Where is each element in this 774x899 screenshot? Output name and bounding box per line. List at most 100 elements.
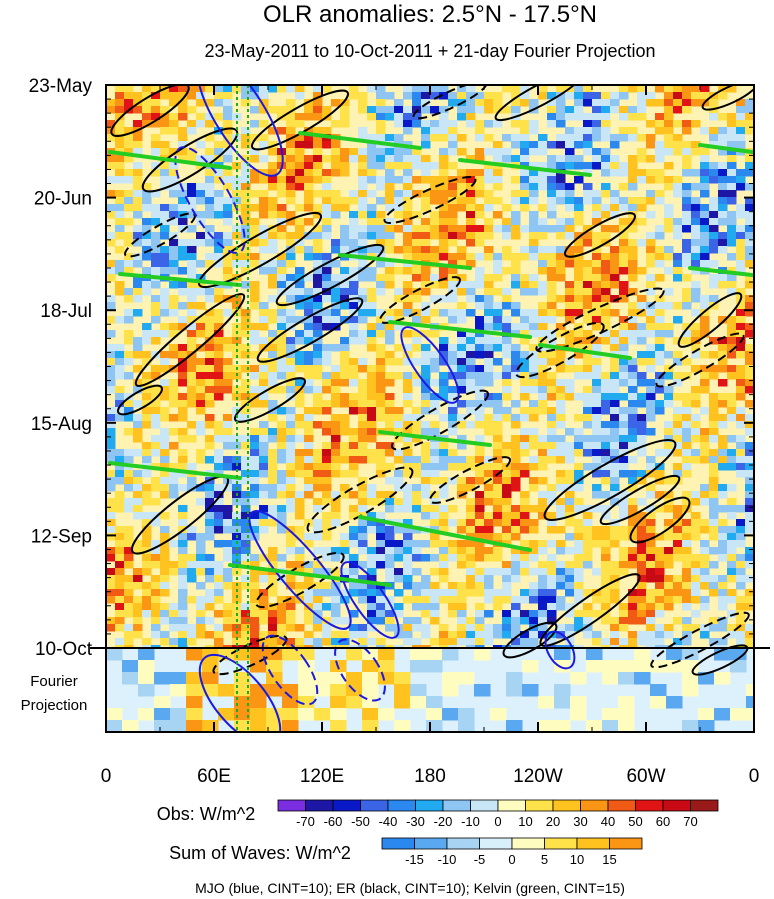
obs-cell: [115, 120, 125, 128]
obs-cell: [313, 267, 323, 275]
obs-cell: [592, 134, 602, 142]
obs-cell: [205, 344, 215, 352]
obs-cell: [466, 211, 476, 219]
obs-cell: [286, 141, 296, 149]
obs-cell: [412, 120, 422, 128]
obs-cell: [583, 407, 593, 415]
obs-cell: [448, 414, 458, 422]
obs-cell: [736, 456, 746, 464]
obs-cell: [223, 246, 233, 254]
projection-cell: [138, 648, 155, 661]
obs-cell: [727, 344, 737, 352]
obs-cell: [205, 365, 215, 373]
obs-cell: [340, 358, 350, 366]
obs-cell: [358, 106, 368, 114]
obs-cell: [286, 239, 296, 247]
obs-cell: [448, 540, 458, 548]
obs-cell: [700, 456, 710, 464]
obs-cell: [529, 232, 539, 240]
obs-cell: [223, 344, 233, 352]
obs-cell: [646, 344, 656, 352]
obs-cell: [403, 638, 413, 646]
obs-cell: [610, 442, 620, 450]
obs-cell: [313, 449, 323, 457]
obs-cell: [493, 288, 503, 296]
obs-cell: [223, 554, 233, 562]
obs-cell: [223, 512, 233, 520]
projection-cell: [186, 648, 203, 661]
obs-cell: [421, 351, 431, 359]
obs-cell: [421, 253, 431, 261]
obs-cell: [295, 421, 305, 429]
obs-cell: [682, 246, 692, 254]
obs-cell: [196, 197, 206, 205]
obs-cell: [664, 554, 674, 562]
obs-cell: [322, 351, 332, 359]
obs-cell: [385, 169, 395, 177]
obs-cell: [241, 309, 251, 317]
obs-cell: [439, 386, 449, 394]
obs-cell: [556, 106, 566, 114]
obs-cell: [655, 638, 665, 646]
obs-cell: [142, 393, 152, 401]
obs-cell: [484, 547, 494, 555]
obs-cell: [601, 617, 611, 625]
obs-cell: [610, 134, 620, 142]
obs-cell: [277, 491, 287, 499]
obs-cell: [367, 582, 377, 590]
obs-cell: [448, 218, 458, 226]
projection-cell: [602, 708, 619, 721]
obs-cell: [196, 582, 206, 590]
y-tick-label: 15-Aug: [31, 414, 92, 435]
obs-cell: [133, 582, 143, 590]
obs-cell: [484, 519, 494, 527]
obs-cell: [484, 372, 494, 380]
obs-cell: [592, 407, 602, 415]
obs-cell: [241, 281, 251, 289]
obs-cell: [745, 484, 754, 492]
obs-cell: [187, 568, 197, 576]
obs-cell: [214, 568, 224, 576]
obs-cell: [259, 204, 269, 212]
obs-cell: [259, 372, 269, 380]
obs-cell: [493, 155, 503, 163]
obs-cell: [295, 379, 305, 387]
obs-cell: [196, 624, 206, 632]
obs-cell: [601, 575, 611, 583]
obs-cell: [466, 239, 476, 247]
obs-cell: [259, 99, 269, 107]
obs-cell: [700, 260, 710, 268]
obs-cell: [745, 400, 754, 408]
obs-cell: [655, 568, 665, 576]
obs-cell: [718, 281, 728, 289]
obs-cell: [664, 449, 674, 457]
obs-cell: [124, 204, 134, 212]
obs-cell: [448, 288, 458, 296]
obs-cell: [736, 232, 746, 240]
contour-ellipse: [564, 212, 636, 258]
obs-cell: [709, 589, 719, 597]
obs-cell: [628, 421, 638, 429]
obs-cell: [403, 211, 413, 219]
obs-cell: [349, 155, 359, 163]
obs-cell: [691, 239, 701, 247]
obs-cell: [511, 449, 521, 457]
obs-cell: [403, 358, 413, 366]
obs-cell: [448, 344, 458, 352]
obs-cell: [394, 470, 404, 478]
obs-cell: [142, 407, 152, 415]
obs-cell: [403, 428, 413, 436]
obs-cell: [205, 484, 215, 492]
obs-cell: [673, 232, 683, 240]
obs-cell: [664, 477, 674, 485]
obs-cell: [628, 134, 638, 142]
obs-cell: [106, 547, 116, 555]
obs-cell: [583, 617, 593, 625]
projection-cell: [122, 720, 139, 732]
obs-cell: [637, 428, 647, 436]
obs-cell: [556, 575, 566, 583]
obs-cell: [421, 491, 431, 499]
obs-cell: [349, 211, 359, 219]
obs-cell: [592, 484, 602, 492]
obs-cell: [151, 414, 161, 422]
